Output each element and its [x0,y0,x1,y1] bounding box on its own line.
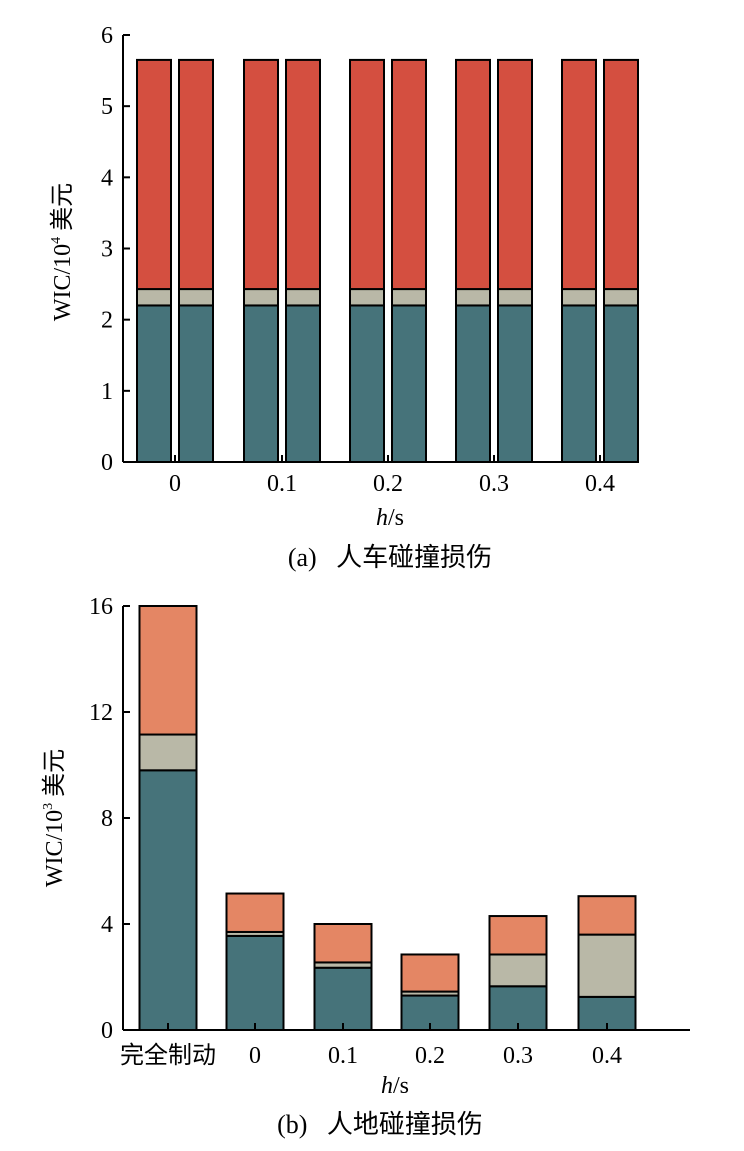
bar-segment-a-4-0-2 [561,58,597,291]
x-tick-label-a-0: 0 [169,471,181,497]
x-tick-label-b-2: 0.1 [328,1043,358,1069]
bar-segment-a-1-0-1 [243,288,279,307]
bar-segment-a-2-1-2 [391,58,427,291]
bar-segment-b-2-0-2 [313,923,373,964]
bar-segment-a-2-0-1 [349,288,385,307]
y-tick-label-a-2: 2 [101,308,113,334]
bar-segment-b-0-0-2 [138,605,198,736]
bar-segment-a-1-0-0 [243,304,279,463]
bar-segment-b-1-0-2 [225,892,285,933]
chart-a-human-vehicle-collision: 0 1 2 3 4 5 6 0 0.1 0.2 0.3 0.4 WIC/104 美元 h/s (a) … [49,23,639,572]
bar-segment-a-2-0-0 [349,304,385,463]
chart-a-x-axis-label: h/s [376,505,404,531]
bar-segment-a-1-1-1 [285,288,321,307]
chart-b-ticks: 0 4 8 12 16 完全制动 0 0.1 0.2 0.3 0.4 [89,594,622,1069]
bar-segment-b-4-0-0 [488,985,548,1032]
bar-segment-a-3-0-1 [455,288,491,307]
x-tick-label-b-0: 完全制动 [120,1042,216,1069]
bar-segment-b-4-0-2 [488,915,548,956]
bar-segment-a-4-1-1 [603,288,639,307]
y-tick-label-b-1: 4 [101,912,113,938]
x-tick-label-b-1: 0 [249,1043,261,1069]
bar-segment-a-0-0-1 [136,288,172,307]
bar-segment-a-2-1-0 [391,304,427,463]
bar-segment-a-4-0-1 [561,288,597,307]
bar-segment-b-5-0-2 [577,895,637,936]
chart-b-x-axis-label: h/s [381,1073,409,1099]
bar-segment-b-4-0-1 [488,953,548,988]
bar-segment-a-0-1-2 [178,58,214,291]
y-tick-label-a-6: 6 [101,23,113,49]
bar-segment-a-0-0-2 [136,58,172,291]
bar-segment-a-3-0-0 [455,304,491,463]
bar-segment-a-3-0-2 [455,58,491,291]
chart-b-y-axis-label: WIC/103 美元 [41,749,68,887]
x-tick-label-a-3: 0.3 [479,471,509,497]
y-tick-label-b-4: 16 [89,594,113,620]
y-tick-label-a-1: 1 [101,379,113,405]
chart-a-caption: (a) 人车碰撞损伤 [288,543,492,572]
y-tick-label-a-3: 3 [101,237,113,263]
y-tick-label-a-5: 5 [101,94,113,120]
chart-b-bars [138,605,637,1032]
bar-segment-a-1-1-0 [285,304,321,463]
chart-a-y-axis-label: WIC/104 美元 [49,183,76,321]
x-tick-label-a-1: 0.1 [267,471,297,497]
bar-segment-b-0-0-1 [138,733,198,772]
bar-segment-b-3-0-2 [400,953,460,993]
bar-segment-a-3-1-0 [497,304,533,463]
y-tick-label-a-0: 0 [101,450,113,476]
bar-segment-a-3-1-1 [497,288,533,307]
bar-segment-a-4-0-0 [561,304,597,463]
bar-segment-a-4-1-2 [603,58,639,291]
x-tick-label-b-3: 0.2 [415,1043,445,1069]
bar-segment-a-0-1-0 [178,304,214,463]
y-tick-label-b-3: 12 [89,700,113,726]
bar-segment-a-3-1-2 [497,58,533,291]
x-tick-label-a-2: 0.2 [373,471,403,497]
y-tick-label-a-4: 4 [101,165,113,191]
bar-segment-a-1-1-2 [285,58,321,291]
bar-segment-a-1-0-2 [243,58,279,291]
chart-a-ticks: 0 1 2 3 4 5 6 0 0.1 0.2 0.3 0.4 [101,23,615,497]
chart-b-caption: (b) 人地碰撞损伤 [277,1110,483,1139]
bar-segment-b-1-0-0 [225,934,285,1031]
bar-segment-a-2-0-2 [349,58,385,291]
x-tick-label-a-4: 0.4 [585,471,615,497]
x-tick-label-b-5: 0.4 [592,1043,622,1069]
x-tick-label-b-4: 0.3 [503,1043,533,1069]
bar-segment-a-4-1-0 [603,304,639,463]
y-tick-label-b-2: 8 [101,806,113,832]
chart-a-bars [136,58,639,463]
bar-segment-b-2-0-0 [313,966,373,1031]
bar-segment-a-0-0-0 [136,304,172,463]
bar-segment-b-0-0-0 [138,769,198,1031]
y-tick-label-b-0: 0 [101,1018,113,1044]
bar-segment-a-2-1-1 [391,288,427,307]
bar-segment-a-0-1-1 [178,288,214,307]
bar-segment-b-5-0-1 [577,933,637,998]
